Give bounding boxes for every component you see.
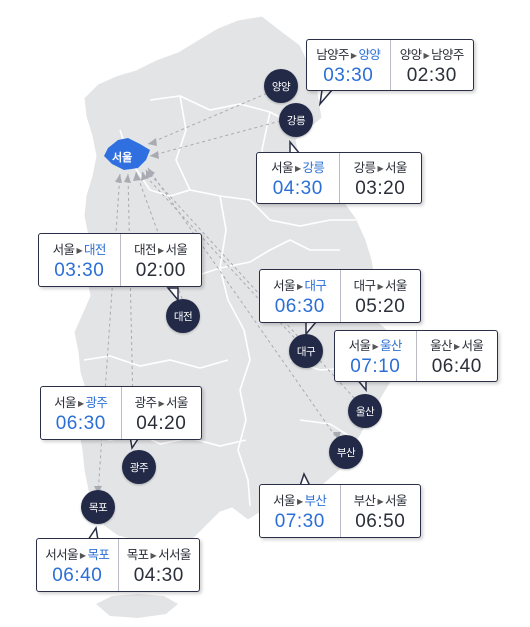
route-label: 울산 ▶ 서울 xyxy=(430,337,484,353)
city-label: 광주 xyxy=(129,461,149,474)
route-label: 강릉 ▶ 서울 xyxy=(353,159,408,175)
route-label: 대전 ▶ 서울 xyxy=(134,241,188,257)
route-outbound: 서울 ▶ 부산 07:30 xyxy=(260,485,340,537)
route-outbound: 서울 ▶ 광주 06:30 xyxy=(41,387,121,439)
city-label: 울산 xyxy=(355,405,375,418)
travel-time: 06:50 xyxy=(355,510,406,532)
city-label: 목포 xyxy=(88,501,108,514)
callout-busan: 서울 ▶ 부산 07:30 부산 ▶ 서울 06:50 xyxy=(259,484,421,538)
callout-daejeon: 서울 ▶ 대전 03:30 대전 ▶ 서울 02:00 xyxy=(38,233,202,287)
travel-time: 04:30 xyxy=(133,564,184,586)
travel-time: 05:20 xyxy=(355,295,406,317)
city-label: 양양 xyxy=(271,80,291,93)
route-return: 부산 ▶ 서울 06:50 xyxy=(339,485,421,537)
travel-time: 02:30 xyxy=(406,64,457,86)
travel-time: 06:40 xyxy=(431,355,482,377)
route-label: 서울 ▶ 강릉 xyxy=(271,159,325,175)
route-return: 대구 ▶ 서울 05:20 xyxy=(339,270,421,322)
route-label: 서울 ▶ 대구 xyxy=(273,277,327,293)
seoul-label: 서울 xyxy=(112,151,133,164)
city-marker-daegu[interactable]: 대구 xyxy=(289,334,323,368)
city-label: 강릉 xyxy=(286,114,306,127)
city-marker-mokpo[interactable]: 목포 xyxy=(81,490,115,524)
route-return: 대전 ▶ 서울 02:00 xyxy=(119,234,202,286)
travel-time: 04:30 xyxy=(272,177,323,199)
route-label: 광주 ▶ 서울 xyxy=(134,394,189,410)
travel-time: 03:20 xyxy=(355,177,406,199)
route-outbound: 서울 ▶ 대구 06:30 xyxy=(260,270,340,322)
callout-ulsan: 서울 ▶ 울산 07:10 울산 ▶ 서울 06:40 xyxy=(334,330,498,382)
route-outbound: 서울 ▶ 대전 03:30 xyxy=(39,234,120,286)
travel-time: 07:30 xyxy=(274,510,325,532)
route-return: 울산 ▶ 서울 06:40 xyxy=(415,331,498,381)
route-label: 양양 ▶ 남양주 xyxy=(399,46,465,62)
travel-time: 03:30 xyxy=(54,259,105,281)
city-marker-busan[interactable]: 부산 xyxy=(329,435,363,469)
route-label: 서울 ▶ 광주 xyxy=(54,394,108,410)
travel-time: 06:30 xyxy=(274,295,325,317)
jeju-island xyxy=(96,594,178,618)
route-label: 남양주 ▶ 양양 xyxy=(316,46,381,62)
travel-time: 06:30 xyxy=(55,412,106,434)
city-marker-yangyang[interactable]: 양양 xyxy=(264,69,298,103)
route-outbound: 서울 ▶ 강릉 04:30 xyxy=(257,153,339,203)
city-marker-gangneung[interactable]: 강릉 xyxy=(279,103,313,137)
route-outbound: 서울 ▶ 울산 07:10 xyxy=(335,331,416,381)
route-return: 목포 ▶ 서서울 04:30 xyxy=(117,539,200,591)
route-outbound: 서서울 ▶ 목포 06:40 xyxy=(37,539,118,591)
callout-gangneung: 서울 ▶ 강릉 04:30 강릉 ▶ 서울 03:20 xyxy=(256,152,422,204)
travel-time: 06:40 xyxy=(52,564,103,586)
city-marker-gwangju[interactable]: 광주 xyxy=(122,450,156,484)
travel-time: 02:00 xyxy=(135,259,186,281)
city-label: 부산 xyxy=(336,446,356,459)
callout-yangyang: 남양주 ▶ 양양 03:30 양양 ▶ 남양주 02:30 xyxy=(306,39,474,91)
city-marker-ulsan[interactable]: 울산 xyxy=(348,394,382,428)
route-return: 양양 ▶ 남양주 02:30 xyxy=(389,40,474,90)
travel-time: 07:10 xyxy=(350,355,401,377)
travel-time: 04:20 xyxy=(136,412,187,434)
route-label: 부산 ▶ 서울 xyxy=(353,492,408,508)
route-outbound: 남양주 ▶ 양양 03:30 xyxy=(307,40,390,90)
callout-mokpo: 서서울 ▶ 목포 06:40 목포 ▶ 서서울 04:30 xyxy=(36,538,200,592)
city-label: 대구 xyxy=(296,345,316,358)
route-label: 서울 ▶ 울산 xyxy=(348,337,403,353)
route-label: 서서울 ▶ 목포 xyxy=(45,546,110,562)
seoul-region[interactable] xyxy=(104,138,150,170)
travel-time: 03:30 xyxy=(323,64,374,86)
city-label: 대전 xyxy=(173,310,193,323)
route-label: 서울 ▶ 부산 xyxy=(273,492,327,508)
route-label: 대구 ▶ 서울 xyxy=(353,277,408,293)
route-label: 목포 ▶ 서서울 xyxy=(126,546,192,562)
route-return: 강릉 ▶ 서울 03:20 xyxy=(338,153,422,203)
callout-daegu: 서울 ▶ 대구 06:30 대구 ▶ 서울 05:20 xyxy=(259,269,421,323)
route-label: 서울 ▶ 대전 xyxy=(52,241,107,257)
city-marker-daejeon[interactable]: 대전 xyxy=(166,299,200,333)
route-return: 광주 ▶ 서울 04:20 xyxy=(120,387,202,439)
callout-gwangju: 서울 ▶ 광주 06:30 광주 ▶ 서울 04:20 xyxy=(40,386,202,440)
